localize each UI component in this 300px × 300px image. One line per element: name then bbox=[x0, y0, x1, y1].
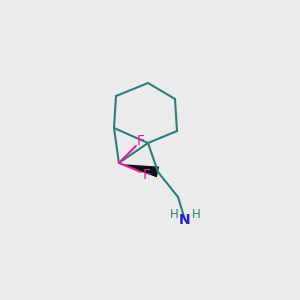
Text: N: N bbox=[179, 213, 191, 227]
Polygon shape bbox=[120, 164, 159, 177]
Text: H: H bbox=[192, 208, 200, 221]
Text: F: F bbox=[137, 134, 145, 148]
Text: F: F bbox=[143, 168, 151, 182]
Text: H: H bbox=[169, 208, 178, 221]
